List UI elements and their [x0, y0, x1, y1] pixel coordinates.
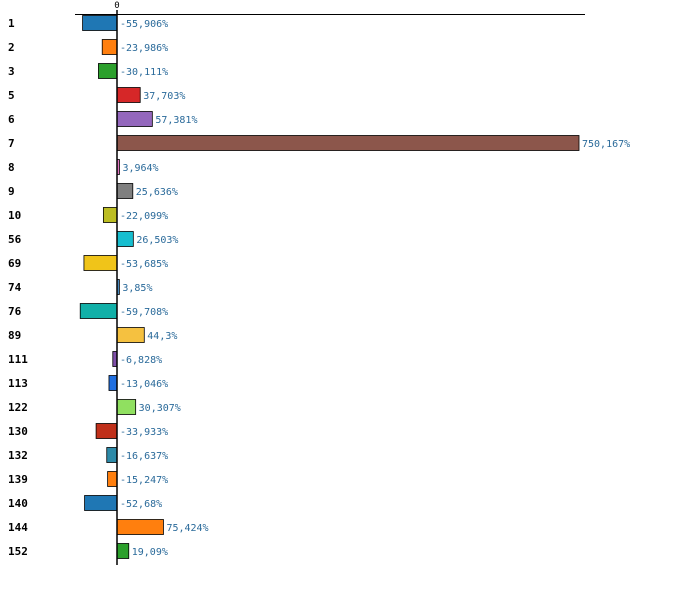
value-label: -23,986% [120, 43, 168, 54]
value-label: 37,703% [143, 91, 185, 102]
value-label: 25,636% [136, 187, 178, 198]
value-label: -6,828% [120, 355, 162, 366]
category-label: 139 [8, 473, 28, 486]
category-label: 3 [8, 65, 15, 78]
bar [116, 183, 134, 199]
bar [83, 255, 118, 271]
x-tick-label-zero: 0 [114, 1, 119, 11]
value-label: -15,247% [120, 475, 168, 486]
category-label: 7 [8, 137, 15, 150]
category-label: 111 [8, 353, 28, 366]
category-label: 140 [8, 497, 28, 510]
category-label: 113 [8, 377, 28, 390]
bar [116, 519, 164, 535]
value-label: 26,503% [136, 235, 178, 246]
bar [116, 231, 134, 247]
category-label: 69 [8, 257, 21, 270]
bar [82, 15, 118, 31]
value-label: -55,906% [120, 19, 168, 30]
bar [116, 87, 141, 103]
value-label: 750,167% [582, 139, 630, 150]
bar [116, 327, 145, 343]
value-label: -22,099% [120, 211, 168, 222]
bar [116, 135, 580, 151]
category-label: 6 [8, 113, 15, 126]
value-label: -13,046% [120, 379, 168, 390]
category-label: 132 [8, 449, 28, 462]
category-label: 122 [8, 401, 28, 414]
bar [101, 39, 118, 55]
bar [107, 471, 118, 487]
category-label: 152 [8, 545, 28, 558]
value-label: 3,964% [122, 163, 158, 174]
value-label: -52,68% [120, 499, 162, 510]
value-label: 57,381% [155, 115, 197, 126]
value-label: 3,85% [122, 283, 152, 294]
category-label: 56 [8, 233, 22, 246]
value-label: -33,933% [120, 427, 168, 438]
category-label: 89 [8, 329, 21, 342]
bar [108, 375, 118, 391]
bar [95, 423, 118, 439]
value-label: -30,111% [120, 67, 168, 78]
value-label: -16,637% [120, 451, 168, 462]
value-label: 30,307% [139, 403, 181, 414]
bar [116, 399, 137, 415]
labels-layer: 1 -55,906% 2 -23,986% 3 -30,111% 5 37,703% 6 57,3… [8, 17, 630, 558]
bar [79, 303, 118, 319]
category-label: 2 [8, 41, 15, 54]
bar [98, 63, 118, 79]
bar [116, 543, 130, 559]
value-label: 44,3% [147, 331, 177, 342]
bar [106, 447, 118, 463]
bar [116, 111, 153, 127]
category-label: 10 [8, 209, 21, 222]
category-label: 8 [8, 161, 15, 174]
category-label: 1 [8, 17, 15, 30]
value-label: 75,424% [166, 523, 208, 534]
category-label: 144 [8, 521, 28, 534]
bar [84, 495, 118, 511]
category-label: 76 [8, 305, 22, 318]
bars-layer [79, 15, 580, 559]
category-label: 9 [8, 185, 15, 198]
value-label: -53,685% [120, 259, 168, 270]
value-label: 19,09% [132, 547, 168, 558]
bar [102, 207, 118, 223]
category-label: 5 [8, 89, 15, 102]
category-label: 74 [8, 281, 22, 294]
category-label: 130 [8, 425, 28, 438]
value-label: -59,708% [120, 307, 168, 318]
